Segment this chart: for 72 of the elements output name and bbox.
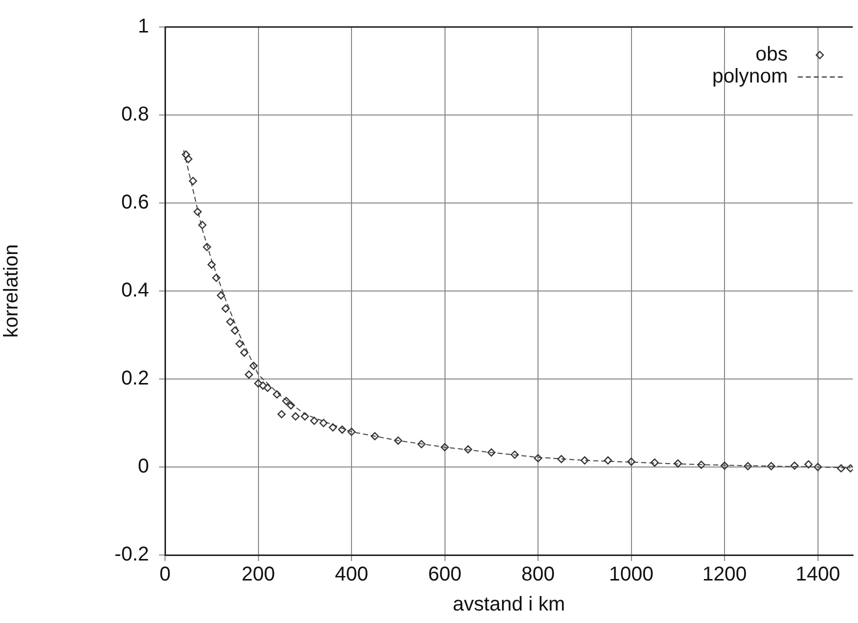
point (370, 432, 379, 440)
point (277, 410, 286, 418)
point (216, 291, 226, 300)
x-axis-title: avstand i km (452, 594, 566, 616)
point (846, 464, 853, 472)
point (347, 428, 356, 436)
y-tick-label: 1 (138, 16, 149, 38)
point (194, 208, 202, 216)
point (188, 176, 198, 186)
point (790, 462, 799, 470)
x-tick-label: 400 (334, 564, 368, 586)
point (814, 462, 822, 472)
y-tick-label: -0.2 (114, 544, 149, 566)
y-tick-label: 0.2 (121, 368, 149, 390)
y-tick-label: 0.4 (121, 280, 149, 302)
y-tick-label: 0.8 (121, 104, 149, 126)
point (182, 150, 190, 159)
point (328, 423, 337, 432)
point (557, 454, 566, 464)
point (837, 464, 846, 472)
y-axis-title: korrelation (0, 244, 23, 338)
point (230, 326, 240, 335)
point (627, 458, 636, 466)
point (240, 348, 248, 357)
point (291, 412, 300, 420)
point (580, 456, 589, 464)
point (222, 304, 230, 313)
x-tick-label: 1200 (702, 564, 747, 586)
point (650, 458, 659, 467)
point (720, 462, 729, 470)
x-tick-label: 0 (159, 564, 171, 586)
point (300, 412, 309, 420)
point (310, 416, 318, 425)
point (286, 401, 295, 410)
point (604, 456, 612, 464)
point (244, 370, 254, 379)
point (272, 390, 282, 398)
point (417, 440, 426, 448)
point (258, 382, 268, 390)
point (510, 450, 519, 459)
point (254, 379, 262, 388)
point (184, 154, 192, 164)
x-tick-label: 1400 (796, 564, 840, 586)
x-tick-label: 800 (521, 564, 555, 586)
point (250, 362, 258, 370)
point (767, 462, 776, 470)
point (440, 443, 449, 452)
point (263, 384, 272, 392)
point (394, 436, 402, 445)
point (804, 460, 813, 468)
point (198, 220, 206, 230)
legend-label: polynom (712, 66, 788, 88)
y-tick-label: 0.6 (121, 192, 149, 214)
point (464, 445, 472, 454)
point (226, 318, 234, 326)
point (697, 460, 706, 469)
point (319, 418, 328, 428)
y-tick-label: 0 (138, 456, 149, 478)
point (744, 462, 752, 470)
point (236, 340, 244, 348)
point (208, 260, 216, 269)
x-tick-label: 1000 (609, 564, 654, 586)
legend-label: obs (756, 44, 788, 66)
point (212, 274, 220, 282)
x-tick-label: 200 (242, 564, 275, 586)
point (534, 454, 542, 462)
x-tick-label: 600 (428, 564, 462, 586)
point (338, 426, 346, 434)
point (282, 396, 290, 406)
point (487, 448, 496, 457)
point (202, 242, 212, 252)
point (674, 459, 682, 468)
